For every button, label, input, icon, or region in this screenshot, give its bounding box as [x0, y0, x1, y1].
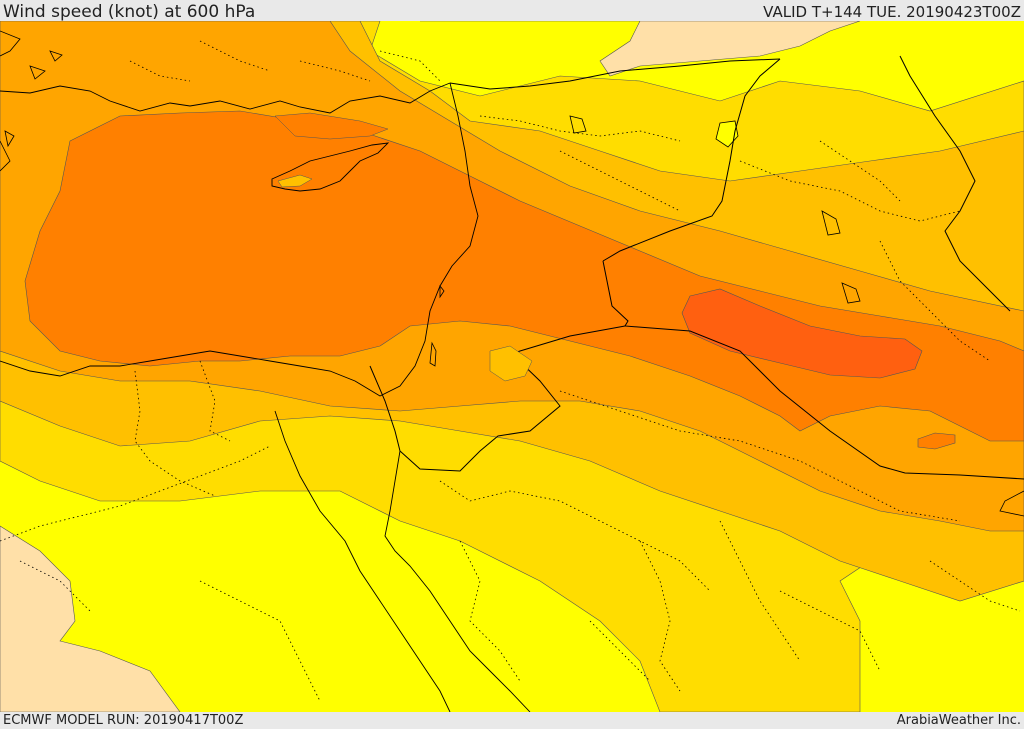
aegean-islands	[0, 30, 63, 172]
border-iraq-iran	[899, 55, 1011, 312]
band-gold-sinai	[489, 345, 533, 382]
admin-boundaries	[0, 40, 1021, 702]
levant-coastline	[0, 82, 479, 397]
lake-east-4	[569, 115, 587, 134]
red-sea-coast-east	[384, 450, 531, 712]
border-egypt-israel	[369, 365, 401, 452]
header-bar: Wind speed (knot) at 600 hPa VALID T+144…	[0, 0, 1024, 22]
cyprus-island	[271, 142, 390, 192]
credit-label: ArabiaWeather Inc.	[896, 713, 1021, 728]
map-title: Wind speed (knot) at 600 hPa	[3, 2, 256, 22]
band-pale-north	[420, 21, 861, 77]
border-syria-turkey	[449, 58, 781, 90]
weather-map[interactable]	[0, 21, 1024, 712]
footer-bar: ECMWF MODEL RUN: 20190417T00Z ArabiaWeat…	[0, 712, 1024, 729]
border-iraq-saudi	[602, 260, 1024, 480]
model-run-label: ECMWF MODEL RUN: 20190417T00Z	[3, 713, 244, 728]
turkey-coastline	[0, 82, 451, 114]
band-dark-orange-north	[274, 112, 389, 140]
red-sea-coast-west	[274, 410, 451, 712]
lake-east-2	[821, 210, 841, 236]
lake-tiberias	[439, 284, 445, 299]
band-red-orange-small	[917, 432, 956, 450]
band-pale-southwest	[0, 525, 181, 712]
border-syria-iraq	[602, 58, 781, 262]
valid-time: VALID T+144 TUE. 20190423T00Z	[763, 3, 1021, 21]
border-jordan	[399, 325, 626, 472]
dead-sea	[429, 341, 437, 367]
gulf-coastline	[999, 490, 1024, 517]
band-red-orange	[681, 288, 923, 379]
wind-speed-map-svg	[0, 21, 1024, 712]
cyprus-inner-patch	[277, 174, 313, 188]
lake-east-3	[841, 282, 861, 304]
